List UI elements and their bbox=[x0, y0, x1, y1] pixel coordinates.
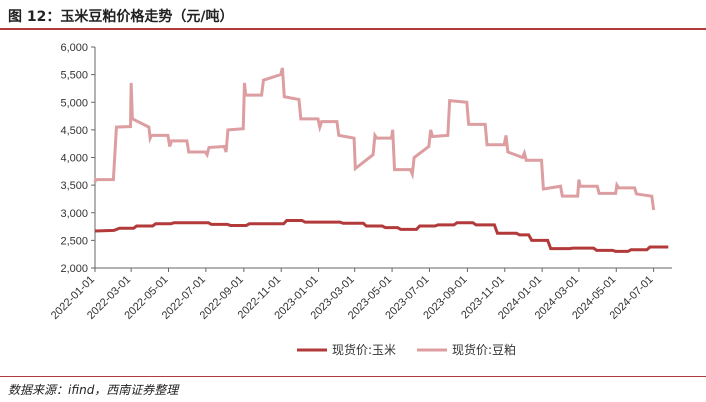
data-source: 数据来源：ifind，西南证券整理 bbox=[8, 383, 179, 397]
series-line bbox=[93, 67, 656, 211]
y-tick-label: 3,500 bbox=[60, 180, 88, 192]
legend-label: 现货价:玉米 bbox=[332, 342, 396, 357]
y-tick-label: 2,000 bbox=[60, 263, 88, 275]
series-layer bbox=[93, 67, 669, 253]
y-tick-label: 4,000 bbox=[60, 153, 88, 165]
chart-title: 图 12：玉米豆粕价格走势（元/吨） bbox=[8, 9, 234, 25]
legend: 现货价:玉米 现货价:豆粕 bbox=[297, 342, 516, 357]
y-tick-label: 6,000 bbox=[60, 42, 88, 54]
y-tick-label: 3,000 bbox=[60, 208, 88, 220]
y-tick-label: 5,000 bbox=[60, 97, 88, 109]
header-divider bbox=[0, 28, 706, 30]
y-tick-label: 2,500 bbox=[60, 235, 88, 247]
legend-label: 现货价:豆粕 bbox=[452, 342, 516, 357]
footer-divider bbox=[0, 376, 706, 377]
y-tick-label: 5,500 bbox=[60, 70, 88, 82]
y-tick-label: 4,500 bbox=[60, 125, 88, 137]
series-line bbox=[94, 218, 669, 253]
